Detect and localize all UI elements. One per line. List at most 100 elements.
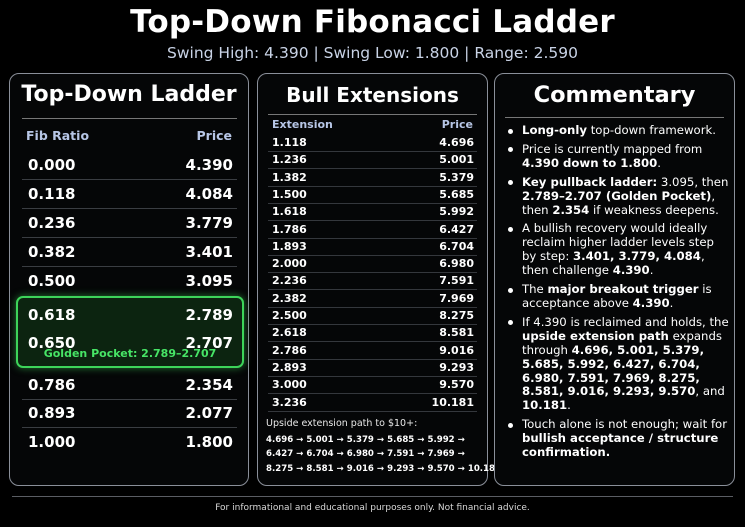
extension-price: 8.275: [439, 309, 474, 322]
commentary-text: The: [522, 282, 548, 297]
extension-ratio: 1.893: [272, 239, 307, 253]
ladder-title-divider: [22, 118, 237, 119]
bull-extensions-panel: Bull Extensions Extension Price 1.118 4.6…: [257, 73, 501, 486]
commentary-bullet: If 4.390 is reclaimed and holds, the ups…: [505, 314, 730, 413]
ladder-ratio: 0.118: [28, 185, 76, 203]
ladder-row: 0.893 2.077: [22, 398, 237, 428]
ladder-ratio: 0.000: [28, 156, 76, 174]
ladder-row-divider: [22, 427, 237, 428]
commentary-text: A bullish recovery would ideally reclaim…: [522, 221, 714, 264]
commentary-bullet: The major breakout trigger is acceptance…: [505, 282, 730, 311]
extension-ratio: 1.236: [272, 153, 307, 167]
extension-price: 9.570: [439, 378, 474, 392]
extension-price: 5.685: [439, 187, 474, 201]
extension-row: 2.382 7.969: [268, 290, 477, 307]
extension-row: 1.382 5.379: [268, 169, 477, 186]
ladder-ratio: 0.236: [28, 214, 76, 232]
commentary-text: Price is currently mapped from: [522, 141, 703, 156]
extension-ratio: 3.236: [272, 395, 307, 409]
extension-ratio: 1.786: [272, 222, 307, 236]
ladder-ratio: 0.893: [28, 404, 76, 422]
ladder-ratio: 0.650: [28, 334, 76, 352]
golden-pocket-box: Golden Pocket: 2.789–2.707: [16, 296, 244, 368]
extension-ratio: 2.500: [272, 309, 307, 322]
extension-row-divider: [268, 375, 477, 377]
commentary-emphasis: 4.390: [612, 263, 650, 278]
extension-row: 2.236 7.591: [268, 272, 477, 289]
ladder-row: 0.000 4.390: [22, 150, 237, 180]
page-title: Top-Down Fibonacci Ladder: [130, 4, 615, 40]
commentary-text: if weakness deepens.: [589, 202, 719, 217]
extension-row-divider: [268, 341, 477, 343]
commentary-text: .: [657, 155, 661, 170]
extension-row: 2.786 9.016: [268, 342, 477, 359]
commentary-emphasis: major breakout trigger: [547, 282, 699, 297]
extension-path-line: 8.275 → 8.581 → 9.016 → 9.293 → 9.570 → …: [266, 463, 501, 474]
extension-path-line: 6.427 → 6.704 → 6.980 → 7.591 → 7.969 →: [266, 449, 465, 460]
commentary-emphasis: 2.354: [552, 202, 590, 217]
commentary-emphasis: 4.696, 5.001, 5.379, 5.685, 5.992, 6.427…: [522, 342, 705, 399]
commentary-text: If 4.390 is reclaimed and holds, the: [522, 314, 729, 329]
commentary-emphasis: 3.401, 3.779, 4.084: [573, 249, 701, 264]
extension-row: 2.618 8.581: [268, 324, 477, 341]
extension-price: 5.992: [439, 205, 474, 219]
ladder-price: 1.800: [185, 433, 233, 451]
extension-row: 1.118 4.696: [268, 134, 477, 151]
ladder-row: 0.500 3.095: [22, 266, 237, 296]
ladder-row: 0.786 2.354: [22, 370, 237, 400]
ladder-row: 0.382 3.401: [22, 237, 237, 267]
extension-path-title: Upside extension path to $10+:: [266, 418, 418, 429]
commentary-emphasis: upside extension path: [522, 328, 669, 343]
ladder-row: 0.236 3.779: [22, 208, 237, 238]
commentary-text: 3.095, then: [657, 174, 729, 189]
golden-pocket-label: Golden Pocket: 2.789–2.707: [43, 347, 217, 360]
extension-row: 2.000 6.980: [268, 255, 477, 272]
commentary-text: Touch alone is not enough; wait for: [522, 417, 728, 432]
ladder-row: 1.000 1.800: [22, 427, 237, 457]
extension-row-divider: [268, 185, 477, 187]
commentary-text: is acceptance above: [522, 282, 712, 310]
commentary-emphasis: 4.390 down to 1.800: [522, 155, 658, 170]
ladder-price: 2.354: [185, 376, 233, 394]
commentary-bullet: Touch alone is not enough; wait for bull…: [505, 417, 730, 460]
ladder-ratio: 0.786: [28, 376, 76, 394]
ladder-ratio: 0.500: [28, 272, 76, 290]
extension-path: 4.696 → 5.001 → 5.379 → 5.685 → 5.992 → …: [266, 433, 501, 476]
extension-price: 8.581: [439, 326, 474, 340]
commentary-title: Commentary: [533, 82, 696, 108]
ladder-price: 4.084: [185, 185, 233, 203]
extension-ratio: 1.500: [272, 187, 307, 201]
extension-price: 4.696: [439, 136, 474, 149]
ladder-price: 2.077: [185, 404, 233, 422]
disclaimer: For informational and educational purpos…: [215, 503, 530, 513]
extension-price: 10.181: [431, 395, 474, 409]
ladder-price: 3.401: [185, 243, 233, 261]
extension-row-divider: [268, 151, 477, 152]
commentary-text: top-down framework.: [587, 123, 716, 137]
extension-price: 6.704: [439, 239, 474, 253]
extension-row-divider: [268, 220, 477, 222]
ladder-row-divider: [22, 237, 237, 238]
ladder-row-divider: [22, 179, 237, 180]
ladder-price: 3.095: [185, 272, 233, 290]
commentary-text: , then: [522, 188, 716, 217]
extensions-col-price: Price: [441, 118, 473, 131]
extension-ratio: 1.618: [272, 205, 307, 219]
extension-ratio: 1.382: [272, 170, 307, 184]
ladder-price: 3.779: [185, 214, 233, 232]
commentary-emphasis: bullish acceptance / structure confirmat…: [522, 431, 719, 460]
extension-row-divider: [268, 168, 477, 170]
extension-row: 2.500 8.275: [268, 307, 477, 324]
footer-divider: [12, 496, 733, 497]
ladder-ratio: 0.618: [28, 306, 76, 324]
commentary-text: , then challenge: [522, 249, 705, 278]
extension-row: 2.893 9.293: [268, 359, 477, 376]
ladder-price: 2.707: [185, 334, 233, 352]
extensions-title: Bull Extensions: [286, 83, 459, 107]
extension-ratio: 2.000: [272, 257, 307, 271]
ladder-row-divider: [22, 399, 237, 400]
ladder-ratio: 1.000: [28, 433, 76, 451]
ladder-row-divider: [22, 208, 237, 209]
extension-row: 1.893 6.704: [268, 238, 477, 255]
extension-row-divider: [268, 254, 477, 256]
